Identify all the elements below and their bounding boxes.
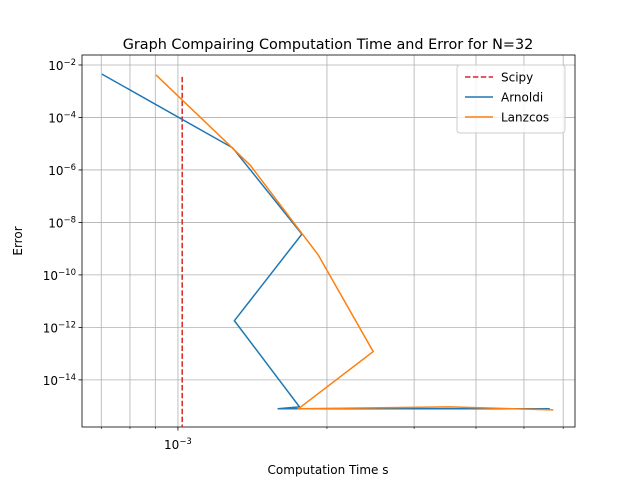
y-tick-label: 10−2 <box>48 58 76 73</box>
legend-label: Lanzcos <box>501 111 549 125</box>
x-axis-label: Computation Time s <box>268 463 389 477</box>
y-tick-label: 10−6 <box>48 163 76 178</box>
legend-label: Arnoldi <box>501 91 543 105</box>
y-tick-label: 10−4 <box>48 110 76 125</box>
legend-box <box>456 64 566 134</box>
y-tick-label: 10−8 <box>48 215 76 230</box>
plot-frame <box>81 54 576 428</box>
series-line <box>155 74 554 411</box>
y-tick-label: 10−12 <box>43 320 76 335</box>
x-tick-label: 10−3 <box>164 437 192 452</box>
legend-label: Scipy <box>501 71 533 85</box>
y-tick-label: 10−10 <box>43 268 76 283</box>
y-axis-label: Error <box>11 226 25 255</box>
y-tick-label: 10−14 <box>43 373 76 388</box>
chart-title: Graph Compairing Computation Time and Er… <box>123 37 534 53</box>
